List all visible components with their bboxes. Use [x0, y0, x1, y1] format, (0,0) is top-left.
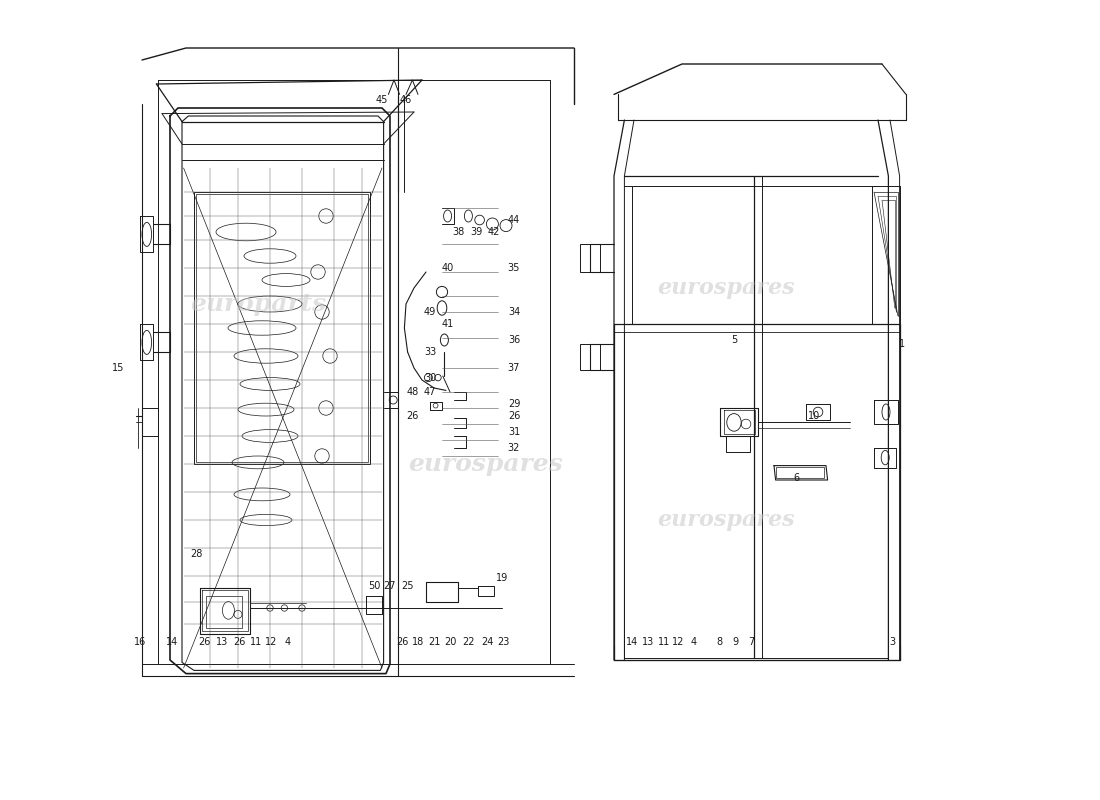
Text: 10: 10: [807, 411, 821, 421]
Text: 32: 32: [508, 443, 520, 453]
Text: 20: 20: [443, 637, 456, 646]
Text: 24: 24: [482, 637, 494, 646]
Text: 22: 22: [462, 637, 475, 646]
Text: 13: 13: [641, 637, 653, 646]
Text: 3: 3: [889, 637, 895, 646]
Text: 47: 47: [424, 387, 437, 397]
Text: 42: 42: [487, 227, 500, 237]
Text: 26: 26: [508, 411, 520, 421]
Text: 34: 34: [508, 307, 520, 317]
Text: 14: 14: [626, 637, 638, 646]
Text: 25: 25: [402, 581, 414, 590]
Text: 21: 21: [428, 637, 440, 646]
Text: 23: 23: [497, 637, 509, 646]
Text: 28: 28: [190, 549, 202, 558]
Text: 15: 15: [112, 363, 124, 373]
Text: europarts: europarts: [190, 292, 326, 316]
Text: 5: 5: [730, 335, 737, 345]
Text: 26: 26: [233, 637, 245, 646]
Text: eurospares: eurospares: [657, 277, 795, 299]
Text: 45: 45: [376, 95, 388, 105]
Bar: [777, 467, 824, 478]
Text: 26: 26: [396, 637, 408, 646]
Text: 36: 36: [508, 335, 520, 345]
Text: eurospares: eurospares: [657, 509, 795, 531]
Text: 48: 48: [406, 387, 418, 397]
Bar: [197, 194, 367, 462]
Text: 16: 16: [134, 637, 146, 646]
Bar: [194, 192, 370, 464]
Text: 4: 4: [285, 637, 290, 646]
Text: 11: 11: [250, 637, 262, 646]
Text: 9: 9: [733, 637, 739, 646]
Text: 31: 31: [508, 427, 520, 437]
Bar: [206, 596, 242, 628]
Text: 38: 38: [452, 227, 464, 237]
Text: 8: 8: [716, 637, 723, 646]
Text: 27: 27: [384, 581, 396, 590]
Text: 26: 26: [406, 411, 419, 421]
Text: 18: 18: [411, 637, 425, 646]
Text: 44: 44: [508, 215, 520, 225]
Text: 19: 19: [496, 573, 508, 582]
Text: 4: 4: [691, 637, 697, 646]
Text: 12: 12: [265, 637, 278, 646]
Text: 41: 41: [441, 319, 453, 329]
Text: 7: 7: [748, 637, 755, 646]
Text: 46: 46: [400, 95, 412, 105]
Text: 1: 1: [899, 339, 905, 349]
Text: 33: 33: [424, 347, 436, 357]
Text: 29: 29: [508, 399, 520, 409]
Text: 37: 37: [508, 363, 520, 373]
Text: 50: 50: [367, 581, 381, 590]
Text: 30: 30: [424, 374, 436, 383]
Bar: [580, 344, 600, 370]
Bar: [580, 244, 600, 272]
Text: 49: 49: [424, 307, 436, 317]
Text: eurospares: eurospares: [408, 452, 563, 476]
Text: 39: 39: [471, 227, 483, 237]
Text: 14: 14: [166, 637, 178, 646]
Text: 40: 40: [441, 263, 453, 273]
Text: 6: 6: [793, 474, 800, 483]
Text: 35: 35: [508, 263, 520, 273]
Text: 13: 13: [216, 637, 228, 646]
Text: 12: 12: [672, 637, 684, 646]
Text: 26: 26: [198, 637, 210, 646]
Text: 11: 11: [658, 637, 670, 646]
